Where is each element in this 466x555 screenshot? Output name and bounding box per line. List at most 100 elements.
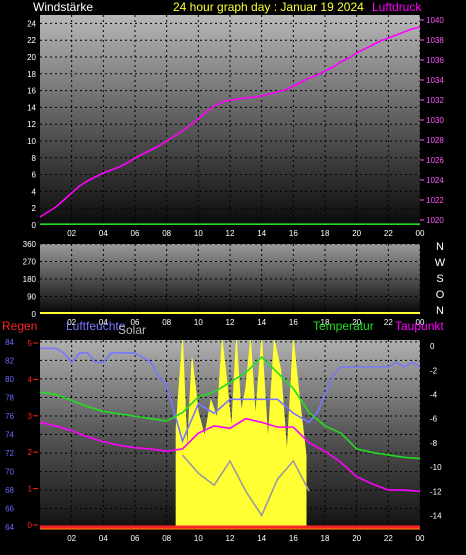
p2-xtick: 20 — [352, 318, 361, 327]
legend-solar: Solar — [118, 323, 146, 337]
p3-ytick-humidity: 64 — [5, 523, 14, 532]
p3-ytick-temp: -6 — [430, 415, 438, 424]
p3-xtick: 20 — [352, 534, 361, 543]
p1-xtick: 16 — [289, 229, 298, 238]
p3-xtick: 00 — [416, 534, 425, 543]
p3-ytick-temp: 0 — [430, 342, 435, 351]
panel-temperature-series — [39, 339, 421, 530]
p2-xtick: 08 — [162, 318, 171, 327]
p1-xtick: 00 — [416, 229, 425, 238]
p3-ytick-humidity: 82 — [5, 356, 14, 365]
p1-ytick-left: 22 — [27, 36, 36, 45]
p1-ytick-left: 2 — [32, 204, 37, 213]
p3-ytick-humidity: 68 — [5, 486, 14, 495]
p2-xtick: 02 — [67, 318, 76, 327]
p2-xtick: 22 — [384, 318, 393, 327]
header-title: 24 hour graph day : Januar 19 2024 — [173, 0, 364, 14]
p1-ytick-right: 1024 — [426, 176, 444, 185]
p3-xtick: 08 — [162, 534, 171, 543]
p1-xtick: 08 — [162, 229, 171, 238]
p3-series-gray — [181, 454, 310, 518]
p3-ytick-rain: 0 — [28, 521, 33, 530]
p2-compass-label: W — [435, 257, 446, 269]
p1-ytick-right: 1034 — [426, 76, 444, 85]
p1-ytick-left: 14 — [27, 103, 36, 112]
p3-ytick-humidity: 70 — [5, 468, 14, 477]
p3-ytick-rain: 3 — [28, 412, 33, 421]
p2-compass-label: N — [436, 241, 444, 253]
p3-ytick-temp: -10 — [430, 463, 442, 472]
p2-xtick: 18 — [321, 318, 330, 327]
p3-ytick-humidity: 76 — [5, 412, 14, 421]
p1-xtick: 18 — [321, 229, 330, 238]
p3-ytick-temp: -4 — [430, 390, 438, 399]
p1-xtick: 02 — [67, 229, 76, 238]
p2-ytick: 180 — [23, 275, 37, 284]
p3-xtick: 16 — [289, 534, 298, 543]
p3-ytick-humidity: 66 — [5, 505, 14, 514]
p3-ytick-rain: 5 — [28, 339, 33, 348]
p3-ytick-temp: -14 — [430, 511, 442, 520]
p3-xtick: 04 — [99, 534, 108, 543]
p2-xtick: 00 — [416, 318, 425, 327]
legend-luftfeuchte: Luftfeuchte — [66, 319, 126, 333]
p1-ytick-left: 12 — [27, 120, 36, 129]
p1-xtick: 04 — [99, 229, 108, 238]
p1-ytick-left: 6 — [32, 171, 37, 180]
p1-ytick-left: 16 — [27, 87, 36, 96]
p3-ytick-temp: -8 — [430, 439, 438, 448]
header-left-label: Windstärke — [33, 0, 93, 14]
p2-xtick: 10 — [194, 318, 203, 327]
p1-xtick: 14 — [257, 229, 266, 238]
legend-regen: Regen — [2, 319, 37, 333]
p3-ytick-humidity: 72 — [5, 449, 14, 458]
header-right-label: Luftdruck — [372, 0, 422, 14]
p1-ytick-right: 1026 — [426, 156, 444, 165]
p3-ytick-rain: 2 — [28, 448, 33, 457]
p3-xtick: 12 — [226, 534, 235, 543]
p3-ytick-humidity: 74 — [5, 431, 14, 440]
p2-xtick: 14 — [257, 318, 266, 327]
p1-ytick-left: 4 — [32, 187, 37, 196]
p3-ytick-humidity: 78 — [5, 393, 14, 402]
p1-ytick-right: 1030 — [426, 116, 444, 125]
legend-temperatur: Temperatur — [313, 319, 374, 333]
p3-xtick: 22 — [384, 534, 393, 543]
p1-xtick: 10 — [194, 229, 203, 238]
p3-ytick-humidity: 80 — [5, 375, 14, 384]
p1-ytick-right: 1032 — [426, 96, 444, 105]
p1-xtick: 06 — [131, 229, 140, 238]
panel-pressure-ticks: 02 04 06 08 10 12 14 16 18 20 22 000246810121416182… — [27, 16, 444, 238]
legend-taupunkt: Taupunkt — [395, 319, 444, 333]
p1-ytick-left: 10 — [27, 137, 36, 146]
p2-compass-label: S — [436, 273, 443, 285]
p3-ytick-rain: 1 — [28, 485, 33, 494]
p3-series-temperatur — [39, 355, 421, 460]
p1-ytick-right: 1038 — [426, 36, 444, 45]
p2-compass-label: O — [436, 289, 445, 301]
p3-xtick: 06 — [131, 534, 140, 543]
p2-xtick: 06 — [131, 318, 140, 327]
p3-xtick: 14 — [257, 534, 266, 543]
p2-xtick: 12 — [226, 318, 235, 327]
p3-series-luftfeuchte — [40, 347, 421, 444]
p2-xtick: 16 — [289, 318, 298, 327]
p2-ytick: 360 — [23, 240, 37, 249]
p1-xtick: 22 — [384, 229, 393, 238]
p3-xtick: 10 — [194, 534, 203, 543]
p1-ytick-right: 1020 — [426, 216, 444, 225]
p1-xtick: 20 — [352, 229, 361, 238]
p1-ytick-right: 1036 — [426, 56, 444, 65]
p1-ytick-right: 1028 — [426, 136, 444, 145]
p3-ytick-rain: 4 — [28, 375, 33, 384]
p1-ytick-left: 20 — [27, 53, 36, 62]
p3-xtick: 18 — [321, 534, 330, 543]
p2-compass-label: N — [436, 305, 444, 317]
p3-ytick-temp: -2 — [430, 366, 438, 375]
p1-ytick-right: 1022 — [426, 196, 444, 205]
p2-ytick: 270 — [23, 258, 37, 267]
p3-ytick-humidity: 84 — [5, 338, 14, 347]
p1-ytick-left: 24 — [27, 19, 36, 28]
